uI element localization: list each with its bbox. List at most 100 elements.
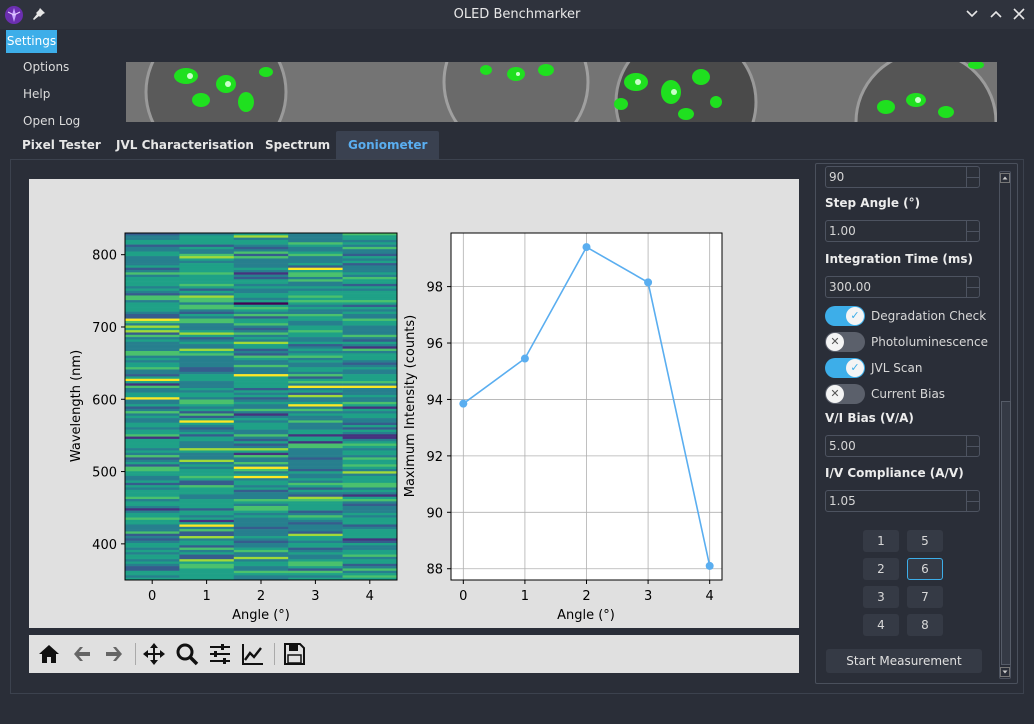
step-angle-spinbox[interactable]: 1.00 bbox=[825, 220, 980, 242]
heatmap-cell bbox=[179, 438, 235, 442]
heatmap-cell bbox=[233, 505, 289, 509]
panel-scrollbar[interactable] bbox=[999, 171, 1011, 679]
heatmap-cell bbox=[342, 339, 398, 343]
pixel-button-6[interactable]: 6 bbox=[907, 558, 943, 580]
heatmap-cell bbox=[288, 325, 343, 329]
heatmap-cell bbox=[288, 415, 343, 419]
heatmap-cell bbox=[233, 276, 289, 280]
pixel-button-7[interactable]: 7 bbox=[907, 586, 943, 608]
spin-arrows-icon[interactable] bbox=[966, 167, 979, 187]
heatmap-cell bbox=[179, 339, 235, 343]
heatmap-cell bbox=[179, 499, 235, 502]
bias-spinbox[interactable]: 5.00 bbox=[825, 435, 980, 457]
spin-arrows-icon[interactable] bbox=[966, 491, 979, 511]
heatmap-cell bbox=[125, 436, 180, 440]
close-icon[interactable] bbox=[1011, 6, 1027, 22]
heatmap-cell bbox=[342, 371, 398, 375]
heatmap-cell bbox=[288, 429, 343, 433]
heatmap-cell bbox=[342, 281, 398, 285]
heatmap-cell bbox=[288, 392, 343, 396]
heatmap-cell bbox=[125, 508, 180, 511]
scrollbar-thumb[interactable] bbox=[1001, 401, 1011, 665]
heatmap-cell bbox=[179, 362, 235, 366]
line-x-tick-label: 2 bbox=[582, 589, 590, 604]
minimize-chevron-icon[interactable] bbox=[964, 6, 980, 22]
heatmap-cell bbox=[233, 237, 289, 241]
heatmap-cell bbox=[342, 256, 398, 259]
photoluminescence-toggle[interactable]: ✕ bbox=[825, 332, 865, 352]
spin-arrows-icon[interactable] bbox=[966, 436, 979, 456]
forward-arrow-icon[interactable] bbox=[102, 642, 126, 666]
back-arrow-icon[interactable] bbox=[70, 642, 94, 666]
heatmap-cell bbox=[288, 422, 343, 426]
heatmap-cell bbox=[179, 512, 235, 516]
configure-subplots-icon[interactable] bbox=[208, 642, 232, 666]
tab-pixel-tester[interactable]: Pixel Tester bbox=[22, 138, 101, 152]
pixel-button-1[interactable]: 1 bbox=[863, 530, 899, 552]
heatmap-cell bbox=[288, 466, 343, 470]
heatmap-cell bbox=[288, 318, 343, 322]
edit-axes-icon[interactable] bbox=[241, 642, 265, 666]
start-measurement-button[interactable]: Start Measurement bbox=[826, 649, 982, 673]
spin-arrows-icon[interactable] bbox=[966, 221, 979, 241]
heatmap-cell bbox=[179, 468, 235, 472]
heatmap-cell bbox=[233, 327, 289, 331]
pan-icon[interactable] bbox=[142, 642, 166, 666]
pixel-button-5[interactable]: 5 bbox=[907, 530, 943, 552]
menu-item-options[interactable]: Options bbox=[23, 60, 70, 74]
integration-time-spinbox[interactable]: 300.00 bbox=[825, 276, 980, 298]
pin-icon[interactable] bbox=[32, 7, 46, 21]
menu-item-open-log[interactable]: Open Log bbox=[23, 114, 81, 128]
heatmap-cell bbox=[288, 401, 343, 405]
heatmap-cell bbox=[233, 281, 289, 285]
heatmap-cell bbox=[233, 249, 289, 252]
maximize-chevron-icon[interactable] bbox=[988, 6, 1004, 22]
pixel-button-8[interactable]: 8 bbox=[907, 614, 943, 636]
heatmap-cell bbox=[288, 438, 343, 442]
heatmap-cell bbox=[342, 297, 398, 301]
heatmap-cell bbox=[233, 369, 289, 373]
heatmap-cell bbox=[342, 267, 398, 271]
tab-goniometer[interactable]: Goniometer bbox=[336, 131, 440, 159]
heatmap-cell bbox=[233, 487, 289, 491]
heatmap-cell bbox=[125, 381, 180, 384]
heatmap-cell bbox=[288, 350, 343, 354]
current-bias-toggle[interactable]: ✕ bbox=[825, 384, 865, 404]
home-icon[interactable] bbox=[37, 642, 61, 666]
heatmap-cell bbox=[288, 320, 343, 324]
scroll-up-icon[interactable] bbox=[1000, 173, 1010, 183]
heatmap-cell bbox=[342, 387, 398, 391]
heatmap-cell bbox=[342, 357, 398, 361]
heatmap-cell bbox=[125, 538, 180, 541]
menu-item-help[interactable]: Help bbox=[23, 87, 51, 101]
plot-figure[interactable]: 0 1 2 3 4 400 500 600 700 800 Angle (°) Wavelengt… bbox=[29, 179, 799, 628]
heatmap-cell bbox=[288, 508, 343, 511]
jvl-scan-toggle[interactable]: ✓ bbox=[825, 358, 865, 378]
settings-menu[interactable]: Settings bbox=[6, 30, 57, 53]
heatmap-cell bbox=[288, 487, 343, 491]
heatmap-cell bbox=[125, 286, 180, 289]
heatmap-cell bbox=[342, 337, 398, 340]
pixel-button-3[interactable]: 3 bbox=[863, 586, 899, 608]
end-angle-spinbox[interactable]: 90 bbox=[825, 166, 980, 188]
pixel-button-4[interactable]: 4 bbox=[863, 614, 899, 636]
spin-arrows-icon[interactable] bbox=[966, 277, 979, 297]
pixel-button-2[interactable]: 2 bbox=[863, 558, 899, 580]
heatmap-cell bbox=[233, 489, 289, 493]
degradation-check-toggle[interactable]: ✓ bbox=[825, 306, 865, 326]
heatmap-cell bbox=[125, 239, 180, 243]
tab-spectrum[interactable]: Spectrum bbox=[265, 138, 331, 152]
bias-label: V/I Bias (V/A) bbox=[825, 411, 914, 425]
heatmap-cell bbox=[233, 512, 289, 516]
heatmap-cell bbox=[179, 397, 235, 400]
heatmap-cell bbox=[179, 274, 235, 278]
compliance-spinbox[interactable]: 1.05 bbox=[825, 490, 980, 512]
zoom-icon[interactable] bbox=[175, 642, 199, 666]
heatmap-cell bbox=[288, 267, 343, 271]
heatmap-cell bbox=[288, 526, 343, 530]
heatmap-cell bbox=[179, 556, 235, 560]
tab-jvl-characterisation[interactable]: JVL Characterisation bbox=[116, 138, 254, 152]
save-icon[interactable] bbox=[282, 642, 306, 666]
scroll-down-icon[interactable] bbox=[1000, 667, 1010, 677]
heatmap-cell bbox=[288, 283, 343, 287]
